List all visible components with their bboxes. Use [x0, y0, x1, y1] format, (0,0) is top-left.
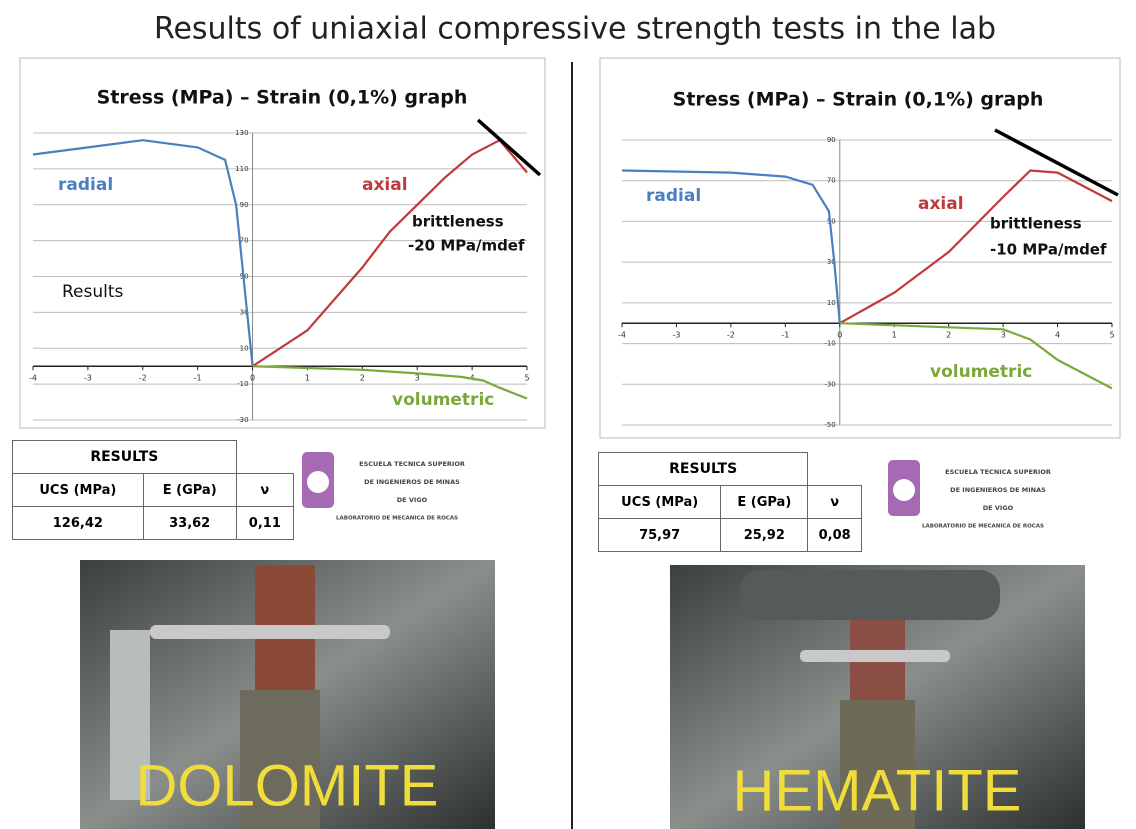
x-tick-label: 3 — [1001, 331, 1006, 340]
photo-detail — [740, 570, 1000, 620]
photo-detail — [150, 625, 390, 639]
x-tick-label: -3 — [672, 331, 680, 340]
x-tick-label: -1 — [194, 374, 202, 383]
x-tick-label: 0 — [250, 374, 255, 383]
photo-label: HEMATITE — [733, 758, 1022, 823]
annotation: brittleness — [990, 215, 1082, 233]
main-title: Results of uniaxial compressive strength… — [154, 12, 996, 47]
x-tick-label: 0 — [837, 331, 842, 340]
chart-title: Stress (MPa) – Strain (0,1%) graph — [673, 89, 1044, 111]
photo-detail — [850, 620, 905, 710]
y-tick-label: -30 — [237, 416, 248, 424]
table-cell: 25,92 — [721, 519, 808, 552]
table-cell: UCS (MPa) — [13, 474, 144, 507]
logo-text: ESCUELA TECNICA SUPERIOR — [359, 460, 465, 468]
x-tick-label: -2 — [139, 374, 147, 383]
table-cell: UCS (MPa) — [599, 486, 721, 519]
logo-text: DE VIGO — [397, 496, 428, 504]
logo-emblem — [307, 471, 329, 493]
logo-text: ESCUELA TECNICA SUPERIOR — [945, 468, 1051, 476]
x-tick-label: -4 — [618, 331, 626, 340]
table-cell: RESULTS — [13, 441, 237, 474]
annotation: brittleness — [412, 213, 504, 231]
x-tick-label: 1 — [892, 331, 897, 340]
y-tick-label: -10 — [824, 340, 835, 348]
y-tick-label: 90 — [827, 136, 836, 144]
x-tick-label: 4 — [1055, 331, 1060, 340]
table-cell: 126,42 — [13, 507, 144, 540]
logo-emblem — [893, 479, 915, 501]
chart-title: Stress (MPa) – Strain (0,1%) graph — [97, 87, 468, 109]
logo-text: LABORATORIO DE MECANICA DE ROCAS — [336, 516, 458, 522]
y-tick-label: 90 — [240, 201, 249, 209]
logo-text: LABORATORIO DE MECANICA DE ROCAS — [922, 524, 1044, 530]
x-tick-label: -3 — [84, 374, 92, 383]
x-tick-label: -4 — [29, 374, 37, 383]
logo-text: DE INGENIEROS DE MINAS — [364, 478, 460, 486]
table-cell: 0,08 — [808, 519, 862, 552]
x-tick-label: 5 — [524, 374, 529, 383]
y-tick-label: -10 — [237, 380, 248, 388]
series-label: radial — [646, 186, 701, 206]
table-cell: 0,11 — [236, 507, 293, 540]
x-tick-label: -2 — [727, 331, 735, 340]
table-cell: ν — [236, 474, 293, 507]
logo-text: DE VIGO — [983, 504, 1014, 512]
x-tick-label: 2 — [946, 331, 951, 340]
table-cell: RESULTS — [599, 453, 808, 486]
y-tick-label: 10 — [240, 344, 249, 352]
table-cell: 75,97 — [599, 519, 721, 552]
series-label: axial — [918, 194, 964, 214]
table-cell: 33,62 — [143, 507, 236, 540]
table-cell: ν — [808, 486, 862, 519]
x-tick-label: 2 — [360, 374, 365, 383]
table-cell: E (GPa) — [721, 486, 808, 519]
series-label: volumetric — [930, 362, 1032, 382]
annotation: Results — [62, 282, 124, 302]
y-tick-label: -50 — [824, 421, 835, 429]
y-tick-label: -30 — [824, 380, 835, 388]
y-tick-label: 130 — [235, 129, 248, 137]
page: Results of uniaxial compressive strength… — [0, 0, 1136, 829]
y-tick-label: 110 — [235, 165, 248, 173]
x-tick-label: 1 — [305, 374, 310, 383]
photo-detail — [800, 650, 950, 662]
table-cell — [808, 453, 862, 486]
series-label: axial — [362, 175, 408, 195]
series-label: volumetric — [392, 390, 494, 410]
y-tick-label: 70 — [827, 177, 836, 185]
logo-text: DE INGENIEROS DE MINAS — [950, 486, 1046, 494]
annotation: -10 MPa/mdef — [990, 241, 1107, 259]
annotation: -20 MPa/mdef — [408, 237, 525, 255]
x-tick-label: 5 — [1109, 331, 1114, 340]
y-tick-label: 10 — [827, 299, 836, 307]
photo-label: DOLOMITE — [136, 753, 439, 818]
table-cell: E (GPa) — [143, 474, 236, 507]
x-tick-label: 3 — [415, 374, 420, 383]
x-tick-label: -1 — [781, 331, 789, 340]
figure: Results of uniaxial compressive strength… — [0, 0, 1136, 829]
table-cell — [236, 441, 293, 474]
series-label: radial — [58, 175, 113, 195]
